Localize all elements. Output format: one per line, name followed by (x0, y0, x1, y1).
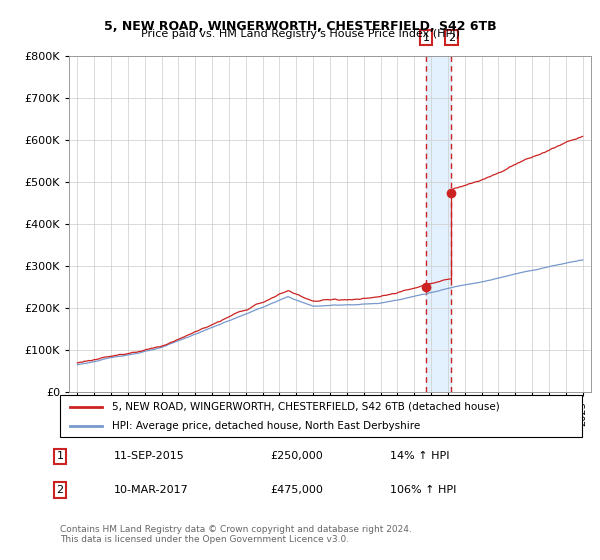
Text: 5, NEW ROAD, WINGERWORTH, CHESTERFIELD, S42 6TB (detached house): 5, NEW ROAD, WINGERWORTH, CHESTERFIELD, … (112, 402, 500, 412)
Text: HPI: Average price, detached house, North East Derbyshire: HPI: Average price, detached house, Nort… (112, 421, 421, 431)
Text: 11-SEP-2015: 11-SEP-2015 (114, 451, 185, 461)
Text: 2: 2 (56, 485, 64, 495)
Text: 1: 1 (422, 32, 430, 43)
Text: 5, NEW ROAD, WINGERWORTH, CHESTERFIELD, S42 6TB: 5, NEW ROAD, WINGERWORTH, CHESTERFIELD, … (104, 20, 496, 32)
Text: 106% ↑ HPI: 106% ↑ HPI (390, 485, 457, 495)
Text: 1: 1 (56, 451, 64, 461)
Bar (426, 56, 451, 392)
Text: 14% ↑ HPI: 14% ↑ HPI (390, 451, 449, 461)
Text: 10-MAR-2017: 10-MAR-2017 (114, 485, 189, 495)
Text: Price paid vs. HM Land Registry's House Price Index (HPI): Price paid vs. HM Land Registry's House … (140, 29, 460, 39)
Text: 2: 2 (448, 32, 455, 43)
Text: £250,000: £250,000 (270, 451, 323, 461)
Text: Contains HM Land Registry data © Crown copyright and database right 2024.
This d: Contains HM Land Registry data © Crown c… (60, 525, 412, 544)
Text: £475,000: £475,000 (270, 485, 323, 495)
